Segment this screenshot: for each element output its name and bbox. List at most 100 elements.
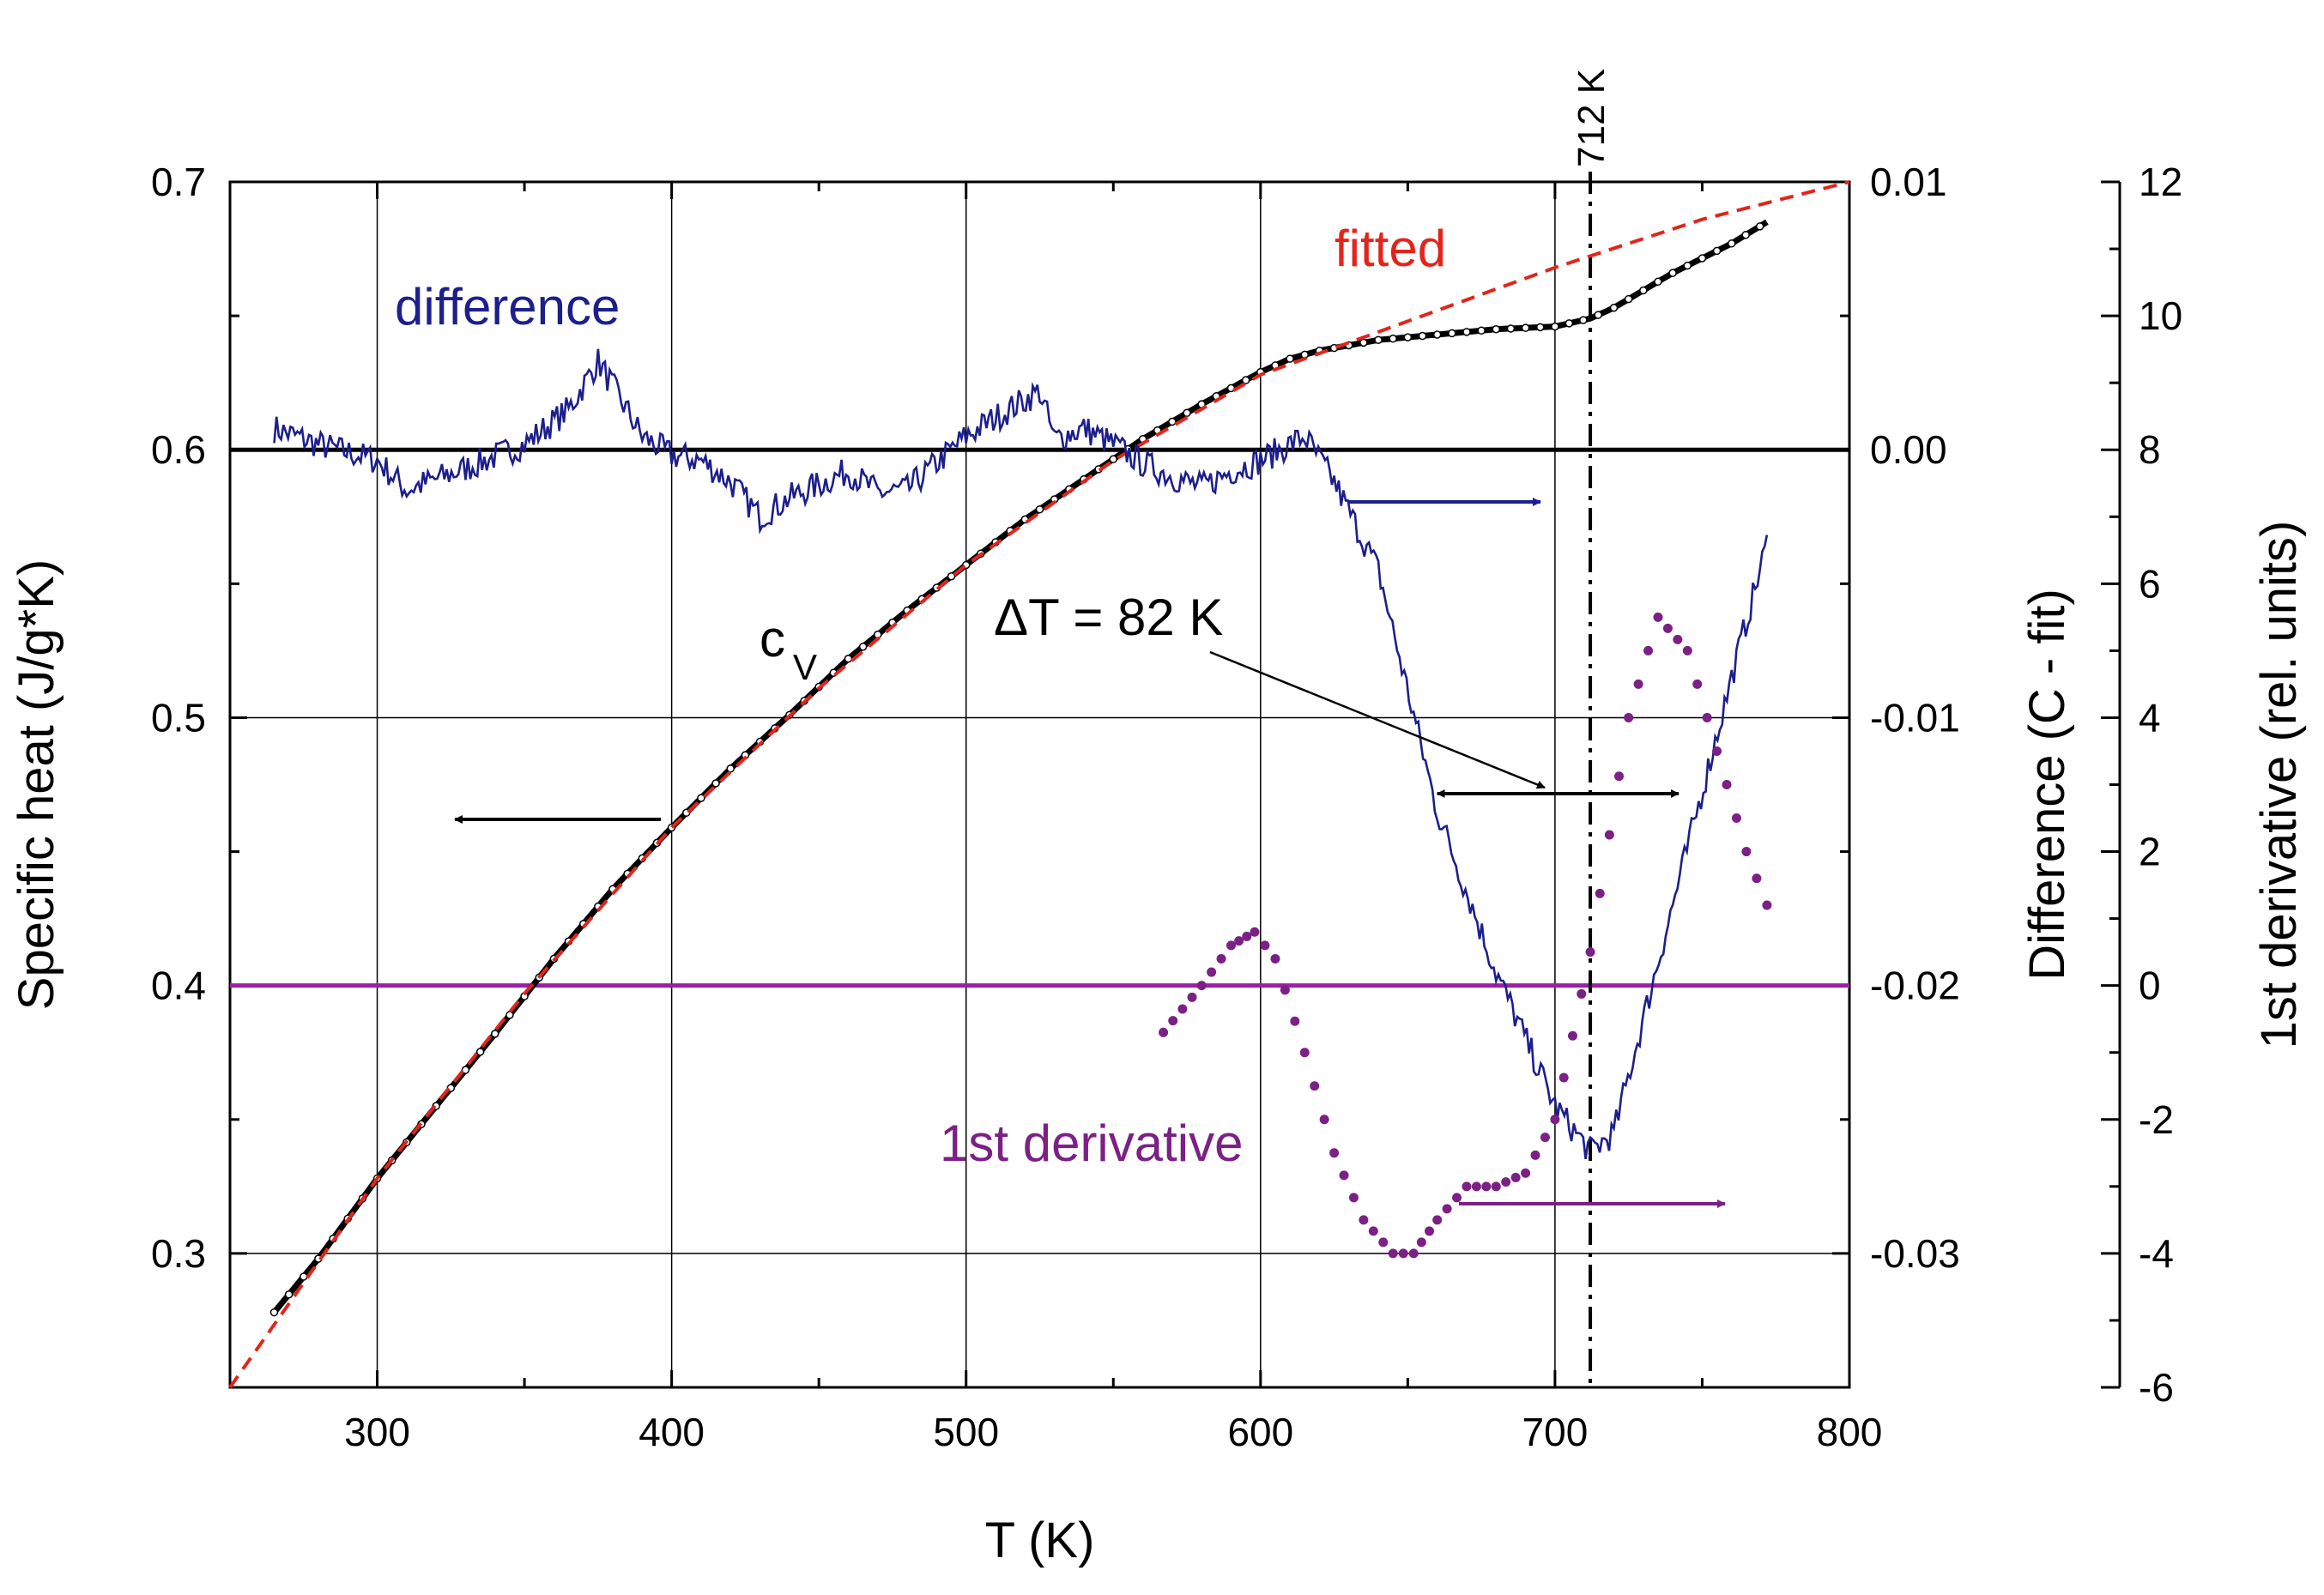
x-tick-label: 600 bbox=[1227, 1410, 1293, 1454]
series-cv-point bbox=[1594, 311, 1602, 319]
y-tick-label: 0.7 bbox=[151, 160, 206, 204]
series-derivative-point bbox=[1359, 1215, 1369, 1225]
plot-frame bbox=[228, 180, 1851, 1389]
series-cv-point bbox=[1403, 333, 1413, 341]
series-derivative-point bbox=[1501, 1177, 1511, 1187]
y-axis-title: Specific heat (J/g*K) bbox=[9, 559, 64, 1010]
series-derivative-point bbox=[1425, 1226, 1435, 1236]
series-derivative-point bbox=[1216, 953, 1226, 964]
series-cv-point bbox=[697, 794, 705, 802]
series-derivative-point bbox=[1510, 1172, 1521, 1182]
series-derivative-point bbox=[1604, 830, 1614, 840]
series-derivative-point bbox=[1540, 1133, 1550, 1143]
series-cv-point bbox=[1712, 246, 1722, 256]
cv-label: c bbox=[760, 610, 785, 668]
series-derivative-point bbox=[1234, 936, 1244, 946]
series-difference-line bbox=[273, 348, 1769, 1159]
x-tick-label: 700 bbox=[1522, 1410, 1589, 1454]
y2-tick-label: -0.02 bbox=[1870, 964, 1960, 1008]
y-tick-label: 0.6 bbox=[151, 427, 206, 472]
y3-tick-label: 2 bbox=[2139, 830, 2161, 874]
series-derivative-point bbox=[1471, 1181, 1481, 1192]
series-derivative-point bbox=[1196, 981, 1207, 991]
series-derivative-point bbox=[1558, 1072, 1569, 1083]
series-derivative-point bbox=[1712, 746, 1722, 756]
series-derivative-point bbox=[1614, 771, 1625, 782]
y2-tick-label: 0.00 bbox=[1870, 427, 1947, 472]
series-derivative-point bbox=[1633, 679, 1643, 689]
series-cv-point bbox=[1492, 324, 1501, 334]
derivative-label: 1st derivative bbox=[940, 1115, 1244, 1172]
series-cv-point bbox=[711, 779, 720, 788]
series-cv-point bbox=[1728, 239, 1736, 248]
series-cv-point bbox=[1389, 334, 1397, 343]
series-derivative-point bbox=[1577, 988, 1587, 999]
series-cv-point bbox=[1624, 294, 1633, 304]
series-derivative-point bbox=[1682, 645, 1692, 656]
x-axis-title: T (K) bbox=[985, 1513, 1095, 1568]
series-derivative-point bbox=[1702, 712, 1712, 722]
series-cv-point bbox=[1668, 269, 1677, 277]
series-cv-point bbox=[475, 1048, 485, 1056]
series-derivative-point bbox=[1722, 780, 1732, 789]
series-cv-point bbox=[1448, 329, 1456, 338]
series-cv-point bbox=[1654, 277, 1662, 287]
series-cv-point bbox=[726, 764, 735, 773]
y3-tick-label: 6 bbox=[2139, 561, 2161, 606]
cv-subscript: V bbox=[793, 647, 817, 687]
series-derivative-point bbox=[1585, 947, 1595, 958]
series-cv-point bbox=[491, 1030, 499, 1038]
series-cv-point bbox=[284, 1290, 294, 1299]
series-cv-point bbox=[1359, 338, 1368, 347]
y3-tick-label: 10 bbox=[2139, 293, 2182, 338]
series-cv-point bbox=[1183, 408, 1191, 418]
series-derivative-point bbox=[1260, 940, 1270, 951]
series-derivative-point bbox=[1550, 1115, 1560, 1125]
series-derivative-point bbox=[1643, 645, 1654, 656]
y3-tick-label: 4 bbox=[2139, 695, 2161, 740]
series-derivative-point bbox=[1368, 1226, 1378, 1236]
y3-tick-label: 8 bbox=[2139, 427, 2161, 472]
series-derivative-point bbox=[1388, 1248, 1398, 1259]
series-cv-point bbox=[1477, 326, 1486, 335]
series-cv-point bbox=[461, 1066, 470, 1074]
series-derivative-point bbox=[1398, 1248, 1408, 1259]
marker-712k-label: 712 K bbox=[1571, 69, 1613, 167]
y3-tick-label: -2 bbox=[2139, 1097, 2174, 1142]
series-cv-point bbox=[1462, 328, 1471, 336]
series-derivative-point bbox=[1762, 900, 1772, 910]
series-cv-point bbox=[1741, 231, 1750, 239]
series-cv-point bbox=[1035, 504, 1044, 514]
series-derivative-point bbox=[1280, 985, 1290, 995]
series-derivative-point bbox=[1226, 940, 1237, 951]
x-tick-label: 400 bbox=[638, 1410, 705, 1454]
series-derivative-point bbox=[1159, 1027, 1169, 1037]
series-cv-point bbox=[1639, 286, 1648, 295]
y-tick-label: 0.3 bbox=[151, 1231, 206, 1276]
series-cv-point bbox=[947, 571, 956, 581]
series-derivative-point bbox=[1432, 1215, 1443, 1225]
series-cv-point bbox=[1698, 254, 1707, 263]
series-derivative-point bbox=[1595, 888, 1605, 898]
series-cv-point bbox=[1609, 303, 1619, 312]
series-derivative-point bbox=[1177, 1004, 1188, 1014]
y2-axis-title: Difference (C - fit) bbox=[2019, 589, 2075, 981]
series-derivative-point bbox=[1348, 1193, 1359, 1203]
y-tick-label: 0.5 bbox=[151, 695, 206, 740]
y2-tick-label: -0.03 bbox=[1870, 1231, 1960, 1276]
series-cv-point bbox=[1241, 376, 1250, 384]
series-cv-point bbox=[1506, 324, 1516, 333]
y3-tick-label: 12 bbox=[2139, 160, 2182, 204]
series-derivative-point bbox=[1752, 873, 1762, 884]
series-fitted-line bbox=[228, 180, 1850, 1389]
series-cv-point bbox=[1755, 222, 1764, 231]
series-cv-point bbox=[1374, 335, 1383, 344]
series-derivative-point bbox=[1731, 813, 1741, 824]
y3-tick-label: 0 bbox=[2139, 964, 2161, 1008]
fitted-label: fitted bbox=[1334, 220, 1446, 277]
series-derivative-point bbox=[1187, 992, 1197, 1002]
series-derivative-point bbox=[1673, 634, 1683, 644]
series-derivative-point bbox=[1481, 1181, 1492, 1192]
